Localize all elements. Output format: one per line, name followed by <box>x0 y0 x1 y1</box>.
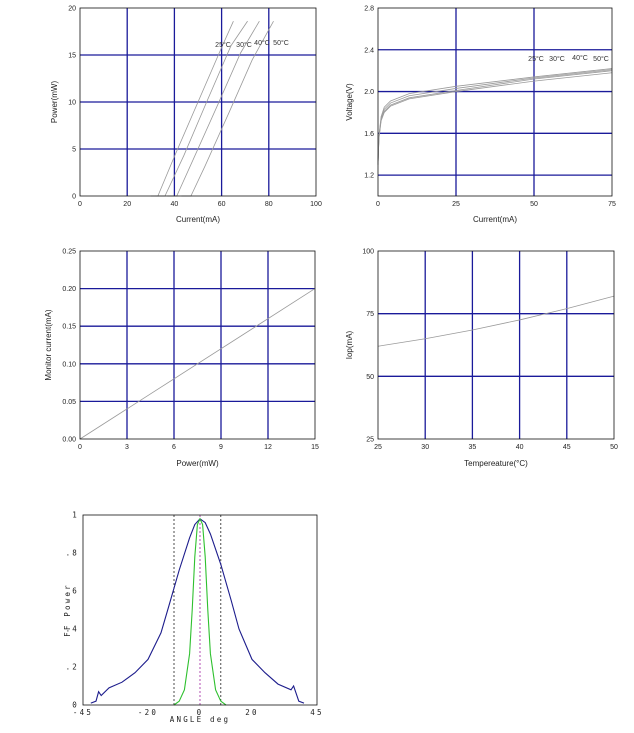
y-tick-label: 2.4 <box>364 47 374 54</box>
x-tick-label: 6 <box>172 444 176 451</box>
temperature-annotation: 50°C <box>593 55 609 63</box>
y-tick-label: 20 <box>68 6 76 13</box>
series-line <box>173 517 227 706</box>
y-tick-label: .4 <box>66 625 79 634</box>
x-tick-label: 0 <box>376 201 380 208</box>
y-tick-label: .8 <box>66 549 79 558</box>
x-tick-label: 50 <box>610 444 618 451</box>
y-tick-label: 15 <box>68 53 76 60</box>
temperature-annotation: 50°C <box>273 39 289 47</box>
chart-voltage-current <box>377 7 613 197</box>
x-tick-label: 60 <box>218 201 226 208</box>
x-tick-label: 20 <box>123 201 131 208</box>
x-tick-label: 20 <box>245 708 258 717</box>
plot-frame <box>79 7 317 197</box>
series-line <box>377 72 613 165</box>
x-tick-label: 0 <box>78 444 82 451</box>
x-tick-label: 12 <box>264 444 272 451</box>
y-tick-label: .6 <box>66 587 79 596</box>
y-axis-label: Power(mW) <box>50 81 59 124</box>
y-tick-label: 100 <box>362 249 374 256</box>
x-tick-label: 100 <box>310 201 322 208</box>
y-tick-label: 0.00 <box>62 437 76 444</box>
y-tick-label: 2.0 <box>364 89 374 96</box>
chart-far-field <box>82 514 318 706</box>
temperature-annotation: 40°C <box>572 54 588 62</box>
x-axis-label: Tempereature(°C) <box>464 459 528 468</box>
series-line <box>377 70 613 165</box>
temperature-annotation: 30°C <box>236 41 252 49</box>
series-line <box>90 518 305 704</box>
y-tick-label: 0.20 <box>62 286 76 293</box>
y-tick-label: 75 <box>366 311 374 318</box>
x-tick-label: -45 <box>73 708 93 717</box>
y-axis-label: FF Power <box>63 583 72 637</box>
y-tick-label: 25 <box>366 437 374 444</box>
y-tick-label: 1.2 <box>364 173 374 180</box>
y-tick-label: 10 <box>68 100 76 107</box>
y-tick-label: 0.25 <box>62 249 76 256</box>
series-line <box>377 69 613 165</box>
x-tick-label: 45 <box>563 444 571 451</box>
y-axis-label: Iop(mA) <box>345 330 354 359</box>
x-tick-label: 25 <box>374 444 382 451</box>
chart-iop-temperature <box>377 250 615 440</box>
temperature-annotation: 25°C <box>528 55 544 63</box>
x-axis-label: Current(mA) <box>176 215 220 224</box>
chart-monitor-power <box>79 250 316 440</box>
plot-frame <box>82 514 318 706</box>
x-tick-label: 35 <box>469 444 477 451</box>
plot-frame <box>377 250 615 440</box>
x-tick-label: 40 <box>171 201 179 208</box>
temperature-annotation: 40°C <box>254 39 270 47</box>
temperature-annotation: 25°C <box>215 41 231 49</box>
x-tick-label: 30 <box>421 444 429 451</box>
plot-frame <box>79 250 316 440</box>
x-axis-label: Power(mW) <box>176 459 219 468</box>
y-tick-label: 1.6 <box>364 131 374 138</box>
y-axis-label: Monitor current(mA) <box>44 309 53 380</box>
x-tick-label: 75 <box>608 201 616 208</box>
x-tick-label: 0 <box>78 201 82 208</box>
y-tick-label: 50 <box>366 374 374 381</box>
y-tick-label: 0 <box>72 194 76 201</box>
y-tick-label: 0.05 <box>62 399 76 406</box>
series-line <box>155 20 248 197</box>
plot-frame <box>377 7 613 197</box>
x-tick-label: 3 <box>125 444 129 451</box>
temperature-annotation: 30°C <box>549 55 565 63</box>
series-line <box>377 295 615 347</box>
x-tick-label: -20 <box>138 708 158 717</box>
y-tick-label: 0 <box>72 701 79 710</box>
series-line <box>377 68 613 165</box>
chart-power-current <box>79 7 317 197</box>
x-axis-label: Current(mA) <box>473 215 517 224</box>
y-axis-label: Voltage(V) <box>345 83 354 121</box>
x-tick-label: 40 <box>516 444 524 451</box>
y-tick-label: 0.15 <box>62 324 76 331</box>
y-tick-label: 0.10 <box>62 361 76 368</box>
x-tick-label: 25 <box>452 201 460 208</box>
y-tick-label: .2 <box>66 663 79 672</box>
x-axis-label: ANGLE deg <box>170 715 230 724</box>
x-tick-label: 80 <box>265 201 273 208</box>
x-tick-label: 50 <box>530 201 538 208</box>
x-tick-label: 0 <box>197 708 204 717</box>
series-line <box>79 288 316 440</box>
x-tick-label: 9 <box>219 444 223 451</box>
x-tick-label: 45 <box>310 708 323 717</box>
y-tick-label: 2.8 <box>364 6 374 13</box>
y-tick-label: 1 <box>72 511 79 520</box>
x-tick-label: 15 <box>311 444 319 451</box>
y-tick-label: 5 <box>72 147 76 154</box>
